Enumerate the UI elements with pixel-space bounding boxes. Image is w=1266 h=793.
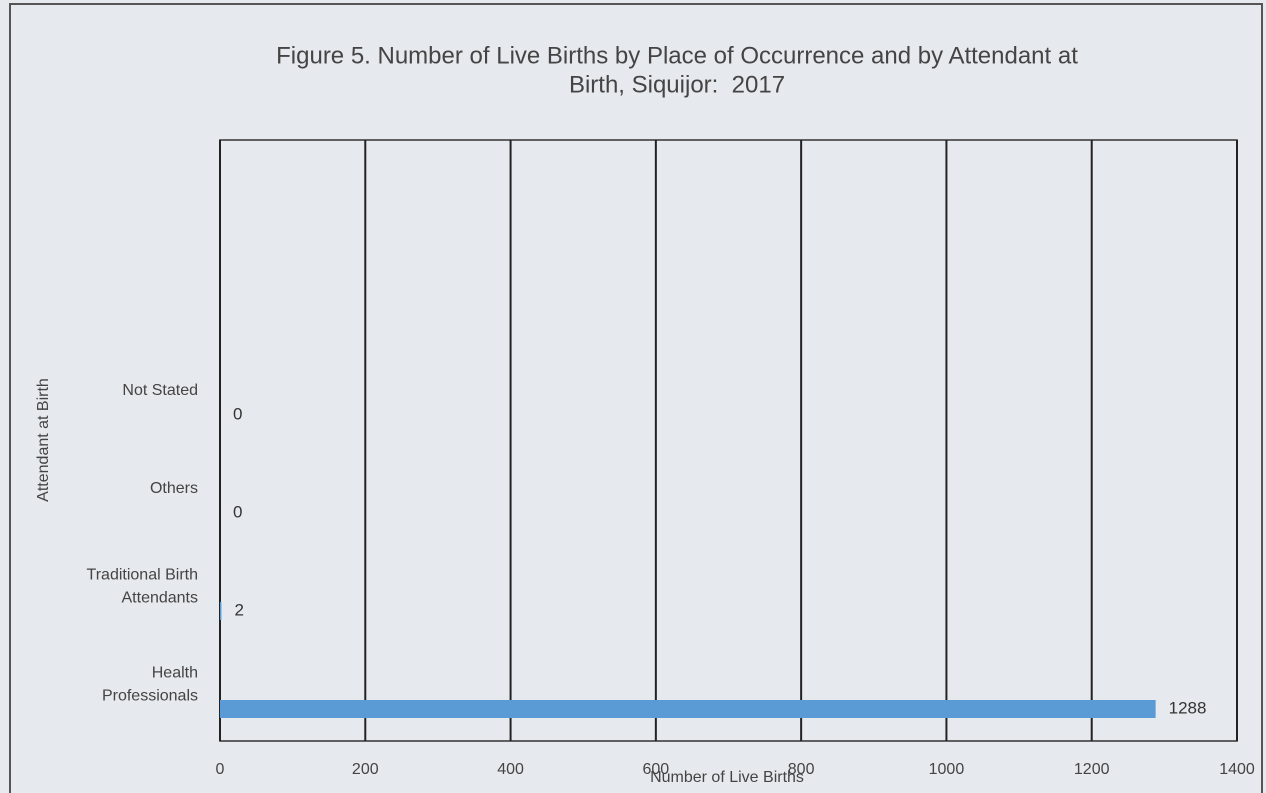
y-axis-label: Attendant at Birth: [35, 378, 52, 502]
chart-title: Figure 5. Number of Live Births by Place…: [276, 43, 1078, 99]
data-label: 0: [233, 502, 242, 521]
x-tick-label: 1000: [929, 761, 965, 778]
data-label: 2: [234, 600, 243, 619]
x-tick-label: 400: [497, 761, 524, 778]
y-tick-label: Health Professionals: [102, 665, 198, 705]
x-tick-label: 1200: [1074, 761, 1110, 778]
x-tick-label: 1400: [1219, 761, 1255, 778]
x-tick-label: 200: [352, 761, 379, 778]
data-label: 1288: [1169, 698, 1207, 717]
y-tick-label: Not Stated: [122, 382, 198, 399]
y-tick-label: Traditional Birth Attendants: [87, 567, 198, 607]
x-tick-label: 0: [216, 761, 225, 778]
x-tick-label: 800: [788, 761, 815, 778]
x-axis-label: Number of Live Births: [650, 769, 804, 786]
x-tick-label: 600: [643, 761, 670, 778]
bar: [220, 700, 1156, 718]
data-label: 0: [233, 404, 242, 423]
bar: [220, 602, 222, 620]
frame: [9, 3, 1263, 793]
y-tick-label: Others: [150, 480, 198, 497]
